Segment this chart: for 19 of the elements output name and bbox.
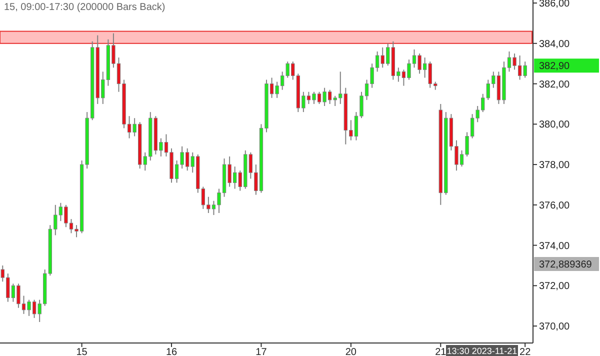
y-tick-label: 386,00	[539, 0, 570, 10]
x-tick-label: 15	[76, 347, 88, 356]
y-tick-label: 372,00	[539, 281, 570, 292]
x-tick-label: 20	[345, 347, 357, 356]
y-tick-label: 374,00	[539, 240, 570, 252]
x-tick-label: 21	[435, 347, 447, 356]
chart-title: 15, 09:00-17:30 (200000 Bars Back)	[4, 2, 166, 13]
y-tick-label: 370,00	[539, 322, 570, 333]
text: 372,889369	[539, 260, 592, 270]
x-tick-label: 22	[520, 347, 532, 356]
text: 382,90	[539, 61, 570, 72]
y-tick-label: 376,00	[539, 200, 570, 212]
y-tick-label: 380,00	[539, 120, 570, 131]
x-tick-label: 17	[256, 347, 268, 356]
text: 13:30 2023-11-21	[446, 346, 518, 356]
y-tick-label: 382,00	[539, 79, 570, 90]
y-tick-label: 378,00	[539, 160, 570, 172]
x-tick-label: 16	[166, 347, 178, 356]
y-tick-label: 384,00	[539, 38, 570, 50]
